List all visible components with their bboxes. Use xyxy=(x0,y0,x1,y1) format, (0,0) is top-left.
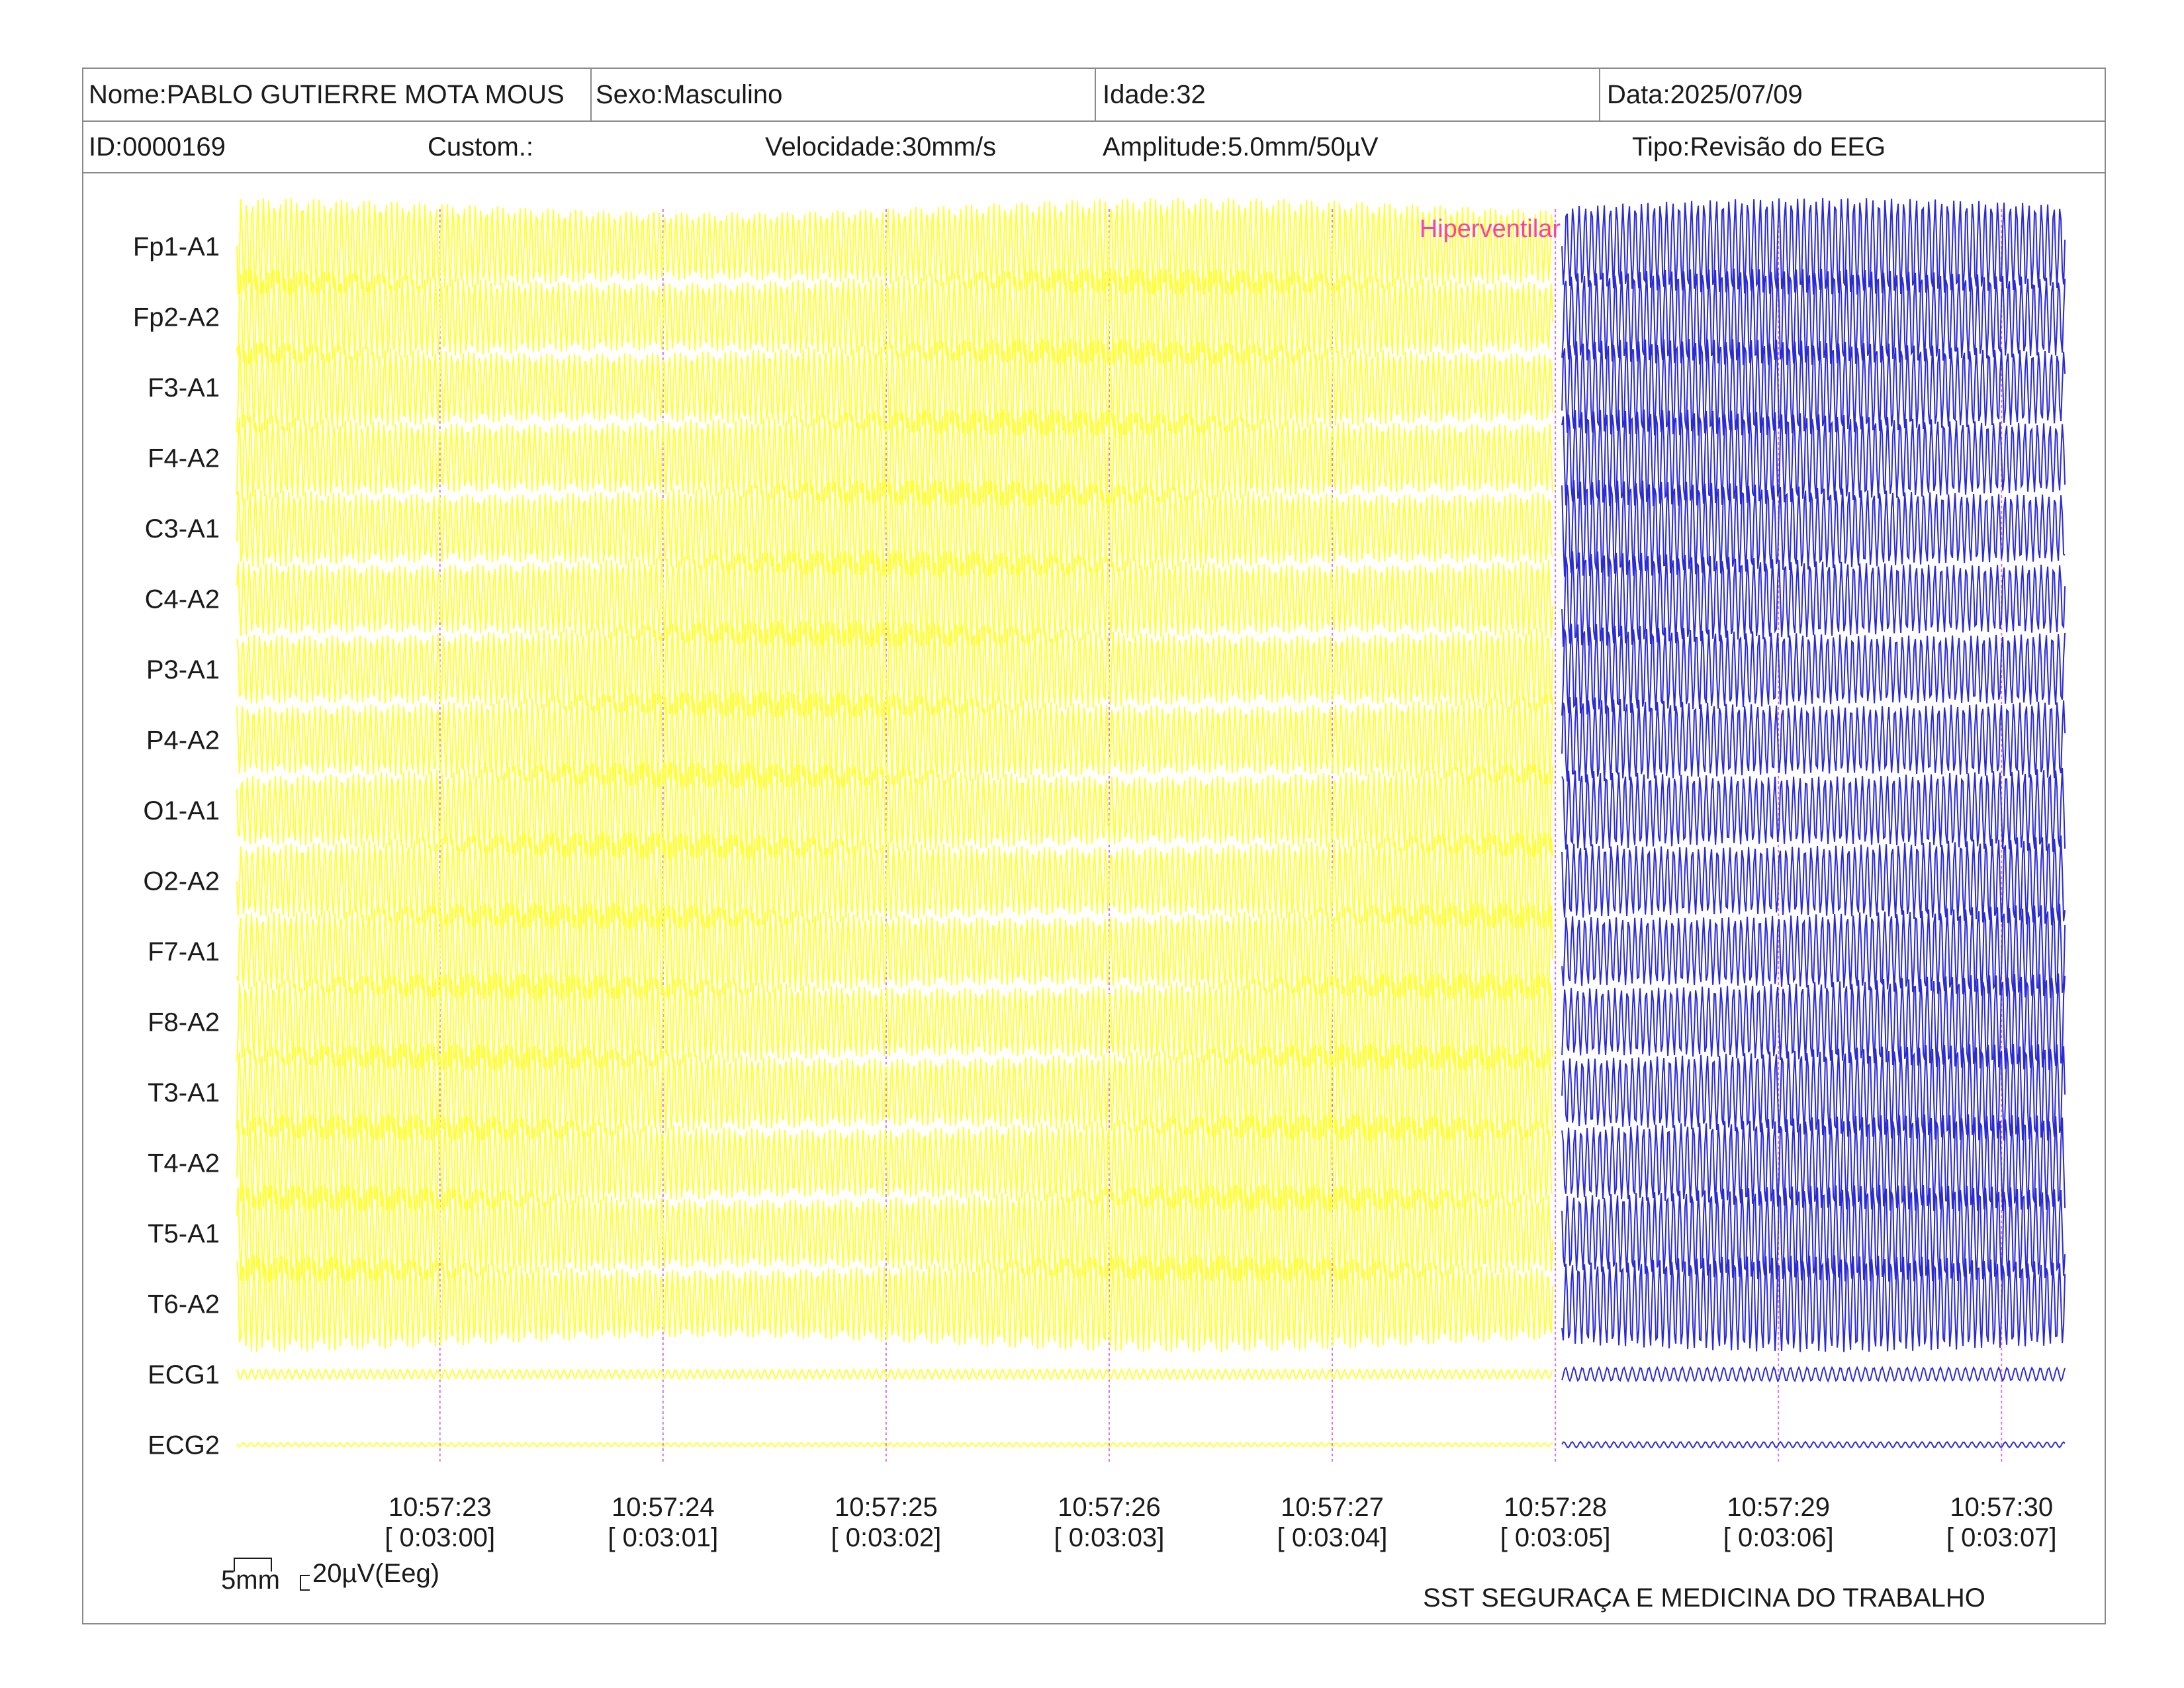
tick-label-clock: 10:57:26 xyxy=(1058,1493,1161,1522)
tick-label-elapsed: [ 0:03:05] xyxy=(1500,1523,1611,1552)
header-row-1: Nome:PABLO GUTIERRE MOTA MOUS Sexo:Mascu… xyxy=(83,69,2105,122)
trace-after-event xyxy=(1561,624,2066,716)
time-axis-labels: 10:57:23[ 0:03:00] 10:57:24[ 0:03:01] 10:5… xyxy=(385,1493,2056,1552)
trace-before-event xyxy=(236,902,1553,1000)
channel-label: F3-A1 xyxy=(148,373,220,402)
channel-label: T3-A1 xyxy=(148,1078,220,1107)
trace-after-event xyxy=(1561,1366,2066,1383)
header-divider xyxy=(590,69,592,120)
header-divider xyxy=(1599,69,1600,120)
trace-before-event xyxy=(236,762,1553,859)
custom-field: Custom.: xyxy=(428,132,534,162)
tick-label-clock: 10:57:25 xyxy=(835,1493,938,1522)
eeg-traces xyxy=(236,197,2066,1449)
trace-before-event xyxy=(236,832,1553,929)
tick-label-elapsed: [ 0:03:03] xyxy=(1054,1523,1165,1552)
channel-label: F8-A2 xyxy=(148,1008,220,1037)
channel-label: C4-A2 xyxy=(145,585,220,614)
trace-after-event xyxy=(1561,767,2066,852)
channel-label: ECG1 xyxy=(148,1360,220,1389)
trace-before-event xyxy=(236,197,1553,295)
trace-before-event xyxy=(236,409,1553,506)
channel-label: P3-A1 xyxy=(146,655,220,684)
trace-before-event xyxy=(236,1114,1553,1211)
trace-after-event xyxy=(1561,1440,2066,1449)
trace-after-event xyxy=(1561,904,2066,998)
trace-after-event xyxy=(1561,696,2066,782)
tick-label-elapsed: [ 0:03:01] xyxy=(608,1523,718,1552)
trace-after-event xyxy=(1561,197,2066,295)
tick-label-elapsed: [ 0:03:04] xyxy=(1277,1523,1388,1552)
trace-before-event xyxy=(236,691,1553,788)
event-annotation: Hiperventilar xyxy=(1420,215,1561,243)
tick-label-clock: 10:57:29 xyxy=(1727,1493,1830,1522)
trace-after-event xyxy=(1561,551,2066,647)
trace-before-event xyxy=(236,550,1553,647)
tick-label-clock: 10:57:27 xyxy=(1281,1493,1384,1522)
patient-age: Idade:32 xyxy=(1103,80,1206,109)
trace-before-event xyxy=(236,973,1553,1070)
channel-label: T6-A2 xyxy=(148,1290,220,1319)
trace-before-event xyxy=(236,338,1553,436)
tick-label-clock: 10:57:23 xyxy=(388,1493,492,1522)
tick-label-clock: 10:57:28 xyxy=(1504,1493,1607,1522)
trace-after-event xyxy=(1561,1184,2066,1282)
trace-after-event xyxy=(1561,1043,2066,1141)
patient-sex: Sexo:Masculino xyxy=(596,80,783,109)
tick-label-elapsed: [ 0:03:07] xyxy=(1946,1523,2057,1552)
recording-speed: Velocidade:30mm/s xyxy=(765,132,997,162)
channel-label: T5-A1 xyxy=(148,1219,220,1248)
trace-after-event xyxy=(1561,409,2066,506)
trace-after-event xyxy=(1561,338,2066,436)
amplitude-scale-label: 20µV(Eeg) xyxy=(312,1559,439,1588)
exam-type: Tipo:Revisão do EEG xyxy=(1632,132,1886,162)
trace-after-event xyxy=(1561,268,2066,365)
channel-label: F4-A2 xyxy=(148,444,220,473)
channel-label: O2-A2 xyxy=(143,867,220,896)
company-name: SST SEGURAÇA E MEDICINA DO TRABALHO xyxy=(1423,1583,1985,1613)
trace-after-event xyxy=(1561,1255,2066,1352)
recording-amplitude: Amplitude:5.0mm/50µV xyxy=(1103,132,1379,162)
channel-label: T4-A2 xyxy=(148,1149,220,1178)
channel-label: P4-A2 xyxy=(146,726,220,755)
trace-after-event xyxy=(1561,480,2066,577)
channel-labels: Fp1-A1 Fp2-A2 F3-A1 F4-A2 C3-A1 C4-A2 P3-A1 P4-… xyxy=(133,232,220,1460)
scale-bar: 5mm 20µV(Eeg) xyxy=(221,1558,439,1595)
trace-after-event xyxy=(1561,973,2066,1070)
trace-before-event xyxy=(236,479,1553,577)
channel-label: Fp2-A2 xyxy=(133,303,220,332)
channel-label: C3-A1 xyxy=(145,514,220,543)
tick-label-elapsed: [ 0:03:06] xyxy=(1723,1523,1834,1552)
report-frame: Nome:PABLO GUTIERRE MOTA MOUS Sexo:Mascu… xyxy=(82,68,2106,1624)
tick-label-elapsed: [ 0:03:02] xyxy=(831,1523,941,1552)
channel-label: F7-A1 xyxy=(148,937,220,966)
time-scale-label: 5mm xyxy=(221,1566,280,1595)
channel-label: O1-A1 xyxy=(143,796,220,825)
trace-before-event xyxy=(236,1255,1553,1352)
exam-date: Data:2025/07/09 xyxy=(1607,80,1803,109)
tick-label-clock: 10:57:30 xyxy=(1950,1493,2053,1522)
trace-before-event xyxy=(236,620,1553,718)
header-divider xyxy=(1095,69,1096,120)
time-scale-bracket-icon xyxy=(234,1558,272,1571)
trace-before-event xyxy=(236,1368,1553,1381)
trace-before-event xyxy=(236,1184,1553,1282)
amplitude-scale-bracket-icon xyxy=(300,1575,310,1591)
header-row-2: ID:0000169 Custom.: Velocidade:30mm/s Am… xyxy=(83,122,2105,173)
trace-after-event xyxy=(1561,1114,2066,1211)
patient-id: ID:0000169 xyxy=(89,132,226,162)
trace-after-event xyxy=(1561,835,2066,925)
tick-label-elapsed: [ 0:03:00] xyxy=(385,1523,495,1552)
trace-before-event xyxy=(236,1441,1553,1448)
channel-label: ECG2 xyxy=(148,1431,220,1460)
tick-label-clock: 10:57:24 xyxy=(612,1493,715,1522)
channel-label: Fp1-A1 xyxy=(133,232,220,261)
trace-before-event xyxy=(236,1043,1553,1141)
trace-before-event xyxy=(236,268,1553,365)
patient-name: Nome:PABLO GUTIERRE MOTA MOUS xyxy=(89,80,565,109)
